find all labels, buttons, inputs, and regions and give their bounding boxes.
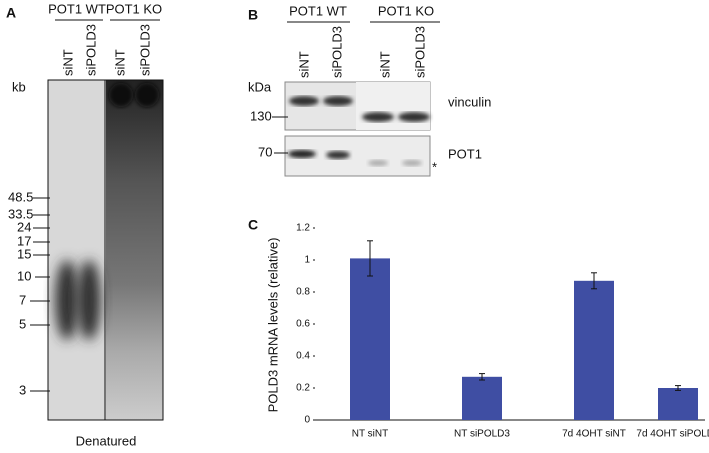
smear	[77, 260, 101, 340]
band	[323, 96, 353, 106]
y-tick-label: 0	[304, 415, 310, 426]
panel-letter: B	[248, 7, 258, 23]
marker-label: 130	[250, 108, 272, 123]
size-markers: 48.5 33.5 24 17 15 10 7 5 3	[8, 189, 50, 397]
bar	[350, 258, 390, 420]
lane-label: siNT	[377, 51, 392, 78]
group-label: POT1 WT	[48, 1, 106, 16]
panel-a: A POT1 WT POT1 KO siNT siPOLD3 siNT siPO…	[6, 1, 164, 448]
band	[362, 112, 394, 122]
x-tick-label: NT siNT	[352, 429, 388, 440]
lane-label: siNT	[60, 49, 75, 76]
x-tick-label: 7d 4OHT siNT	[562, 429, 626, 440]
lane-label: siNT	[112, 49, 127, 76]
caption: Denatured	[76, 433, 137, 448]
well	[109, 83, 133, 107]
x-tick-label: NT siPOLD3	[454, 429, 510, 440]
bar	[462, 376, 502, 420]
band-label: POT1	[448, 146, 482, 161]
marker-label: 3	[19, 382, 26, 397]
smear	[55, 260, 79, 340]
lane-label: siNT	[296, 51, 311, 78]
y-tick-label: 0.8	[296, 287, 310, 298]
y-tick-label: 1	[304, 255, 310, 266]
y-tick-label: 0.6	[296, 319, 310, 330]
panel-letter: C	[248, 217, 258, 233]
bar	[574, 280, 614, 420]
lane-label: siPOLD3	[137, 24, 152, 76]
marker-label: 17	[17, 233, 31, 248]
gel-lanes-ko	[106, 80, 163, 420]
y-tick-label: 0.2	[296, 383, 310, 394]
blot	[356, 82, 430, 130]
y-axis-label: POLD3 mRNA levels (relative)	[265, 238, 280, 413]
lane-label: siPOLD3	[83, 24, 98, 76]
y-tick-label: 1.2	[296, 223, 310, 234]
band	[326, 151, 350, 159]
marker-label: 48.5	[8, 189, 33, 204]
marker-label: 33.5	[8, 206, 33, 221]
bar	[658, 388, 698, 420]
marker-label: 15	[17, 246, 31, 261]
panel-c: C POLD3 mRNA levels (relative) 0 0.2 0.4 0.…	[248, 217, 709, 440]
unit: kb	[12, 79, 26, 94]
gel-border	[47, 79, 164, 421]
band	[402, 160, 422, 166]
lane-label: siPOLD3	[329, 26, 344, 78]
band	[368, 160, 388, 166]
group-label: POT1 KO	[378, 3, 434, 18]
band	[289, 96, 319, 106]
marker-label: 24	[17, 219, 31, 234]
marker-label: 7	[19, 292, 26, 307]
y-tick-label: 0.4	[296, 351, 310, 362]
marker-label: 70	[258, 144, 272, 159]
marker-label: 10	[17, 268, 31, 283]
band	[288, 150, 316, 158]
marker-label: 5	[19, 316, 26, 331]
panel-letter: A	[6, 5, 16, 21]
group-label: POT1 KO	[106, 1, 162, 16]
band-label: vinculin	[448, 94, 491, 109]
panel-b: B POT1 WT POT1 KO siNT siPOLD3 siNT siPO…	[248, 3, 491, 177]
band	[398, 112, 430, 122]
x-tick-label: 7d 4OHT siPOLD3	[636, 429, 709, 440]
lane-labels: siNT siPOLD3 siNT siPOLD3	[60, 24, 152, 76]
lane-label: siPOLD3	[412, 26, 427, 78]
group-label: POT1 WT	[289, 3, 347, 18]
note: *	[432, 159, 437, 174]
well	[135, 83, 159, 107]
unit: kDa	[248, 79, 272, 94]
